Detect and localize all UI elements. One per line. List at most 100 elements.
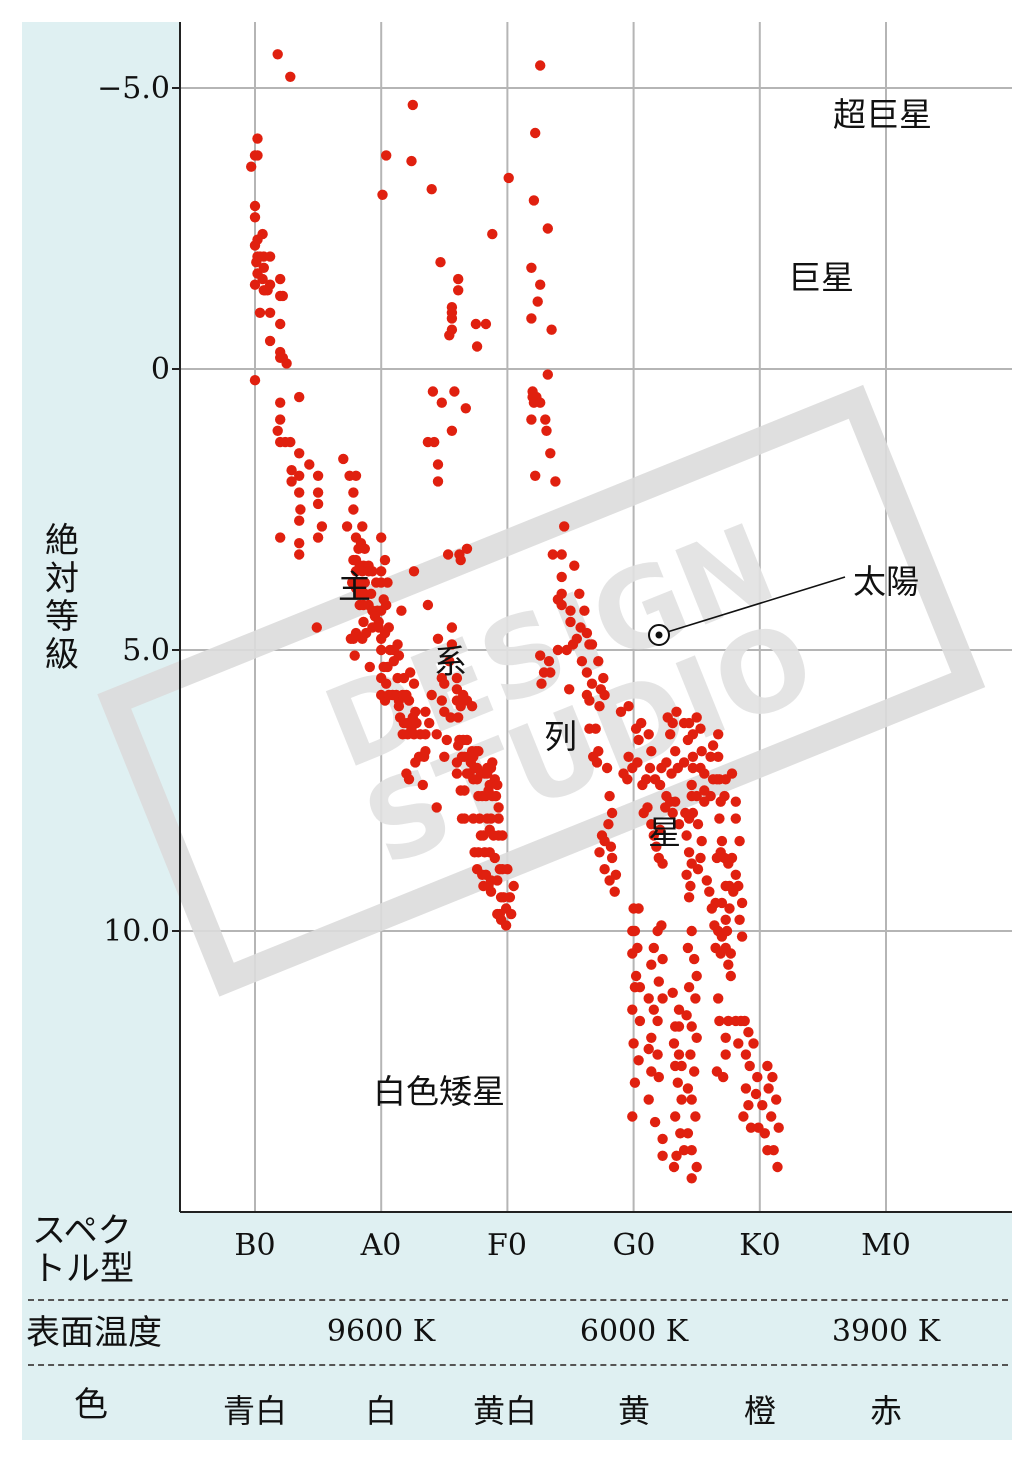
star-point (530, 127, 541, 139)
star-point (671, 706, 682, 717)
star-point (453, 740, 464, 751)
star-point (392, 639, 403, 650)
star-point (623, 751, 634, 762)
y-tick-label: 0 (150, 352, 170, 387)
star-point (556, 571, 567, 583)
star-point (609, 886, 620, 897)
star-point (696, 835, 707, 847)
star-point (535, 60, 546, 71)
star-point (648, 942, 659, 954)
star-point (461, 734, 473, 746)
star-point (272, 425, 283, 436)
star-point (586, 639, 598, 650)
star-point (407, 99, 418, 111)
star-point (733, 1038, 744, 1049)
star-point (670, 796, 681, 807)
y-tick-label: −5.0 (97, 71, 170, 106)
star-point (719, 790, 730, 802)
star-point (432, 633, 444, 644)
star-point (358, 616, 369, 628)
star-point (286, 476, 297, 487)
star-point (772, 1161, 783, 1173)
star-point (652, 1049, 663, 1060)
star-point (646, 1032, 657, 1044)
star-point (730, 813, 741, 824)
star-point (249, 200, 261, 212)
star-point (294, 487, 305, 498)
star-point (388, 656, 399, 667)
star-point (540, 414, 551, 425)
star-point (316, 521, 328, 532)
star-point (403, 774, 415, 785)
star-point (364, 661, 375, 673)
star-point (426, 184, 437, 195)
star-point (682, 1083, 694, 1094)
star-point (632, 757, 643, 768)
star-point (357, 521, 368, 532)
star-point (530, 470, 541, 481)
star-point (411, 717, 422, 729)
spectral-type-label: M0 (861, 1228, 911, 1263)
star-point (736, 897, 748, 909)
star-point (535, 397, 546, 408)
star-point (439, 751, 450, 762)
star-point (359, 543, 370, 554)
star-point (681, 869, 692, 880)
star-point (683, 813, 695, 824)
star-point (682, 1128, 694, 1139)
star-point (552, 644, 564, 656)
star-point (661, 757, 672, 768)
star-point (757, 1100, 768, 1111)
star-point (424, 717, 435, 729)
star-point (606, 807, 618, 819)
star-point (546, 324, 557, 335)
star-point (275, 318, 286, 330)
color-value: 白 (364, 1392, 398, 1430)
star-point (690, 993, 701, 1004)
star-point (653, 1071, 664, 1083)
star-point (623, 701, 634, 712)
star-point (272, 49, 283, 60)
star-point (526, 262, 537, 273)
star-point (686, 779, 697, 791)
star-point (432, 459, 444, 470)
star-point (422, 599, 434, 611)
star-point (461, 543, 473, 554)
star-point (312, 470, 324, 481)
star-point (646, 746, 657, 757)
star-point (550, 476, 561, 487)
star-point (359, 577, 370, 588)
star-point (733, 880, 744, 892)
star-point (670, 1111, 681, 1122)
star-point (275, 414, 286, 425)
star-point (579, 605, 590, 616)
star-point (599, 689, 610, 701)
star-point (480, 318, 492, 330)
star-point (657, 1133, 668, 1145)
star-point (649, 1116, 661, 1128)
y-tick-label: 5.0 (122, 633, 170, 668)
star-point (771, 1094, 782, 1105)
star-point (657, 953, 668, 965)
star-point (598, 672, 609, 684)
star-point (767, 1071, 778, 1083)
star-point (685, 1049, 696, 1060)
star-point (690, 1111, 701, 1122)
star-point (565, 605, 576, 616)
star-point (526, 414, 537, 425)
star-point (285, 71, 296, 83)
star-point (696, 746, 707, 757)
star-point (461, 768, 473, 779)
star-point (686, 1094, 697, 1105)
star-point (393, 701, 405, 712)
star-point (453, 712, 464, 723)
star-point (670, 1060, 681, 1072)
star-point (446, 425, 458, 436)
color-value: 黄 (617, 1392, 651, 1430)
star-point (381, 150, 392, 161)
star-point (420, 706, 431, 717)
star-point (604, 790, 615, 802)
star-point (584, 695, 595, 706)
star-point (691, 712, 702, 723)
